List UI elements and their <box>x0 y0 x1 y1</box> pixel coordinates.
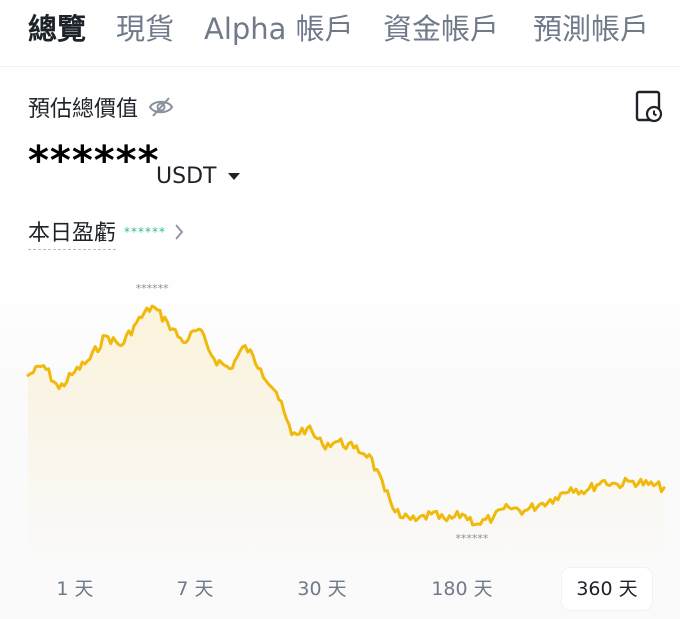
history-icon[interactable] <box>634 90 664 124</box>
chart-min-label: ****** <box>455 532 489 545</box>
chart-area-fill <box>28 306 664 564</box>
caret-down-icon <box>228 172 241 180</box>
asset-chart[interactable]: ****** ****** <box>0 262 680 619</box>
period-180d[interactable]: 180 天 <box>431 578 493 600</box>
chevron-right-icon <box>175 224 184 240</box>
period-360d[interactable]: 360 天 <box>562 568 652 610</box>
currency-label: USDT <box>156 164 217 189</box>
balance-value: ****** <box>28 138 160 184</box>
hide-balance-icon[interactable] <box>148 96 174 118</box>
period-selector: 1 天 7 天 30 天 180 天 360 天 <box>0 568 680 610</box>
period-1d[interactable]: 1 天 <box>56 578 94 600</box>
tab-prediction-account[interactable]: 預測帳戶 <box>533 12 650 46</box>
chart-series-line <box>26 304 666 527</box>
chart-max-label: ****** <box>136 282 170 295</box>
daily-pnl-row[interactable]: 本日盈虧 ****** <box>28 215 184 250</box>
tab-funding-account[interactable]: 資金帳戶 <box>383 12 500 46</box>
tab-spot[interactable]: 現貨 <box>116 12 175 46</box>
account-tabs: 總覽 現貨 Alpha 帳戶 資金帳戶 預測帳戶 <box>0 0 680 67</box>
daily-pnl-value: ****** <box>124 225 167 239</box>
asset-chart-svg: ****** ****** <box>26 282 666 564</box>
tab-overview[interactable]: 總覽 <box>28 12 87 46</box>
period-30d[interactable]: 30 天 <box>297 578 347 600</box>
tab-alpha-account[interactable]: Alpha 帳戶 <box>204 12 354 46</box>
period-7d[interactable]: 7 天 <box>176 578 214 600</box>
daily-pnl-label: 本日盈虧 <box>28 215 117 250</box>
estimated-value-header: 預估總價值 <box>28 90 174 124</box>
currency-selector[interactable]: USDT <box>156 164 241 189</box>
estimated-value-label: 預估總價值 <box>28 97 139 122</box>
